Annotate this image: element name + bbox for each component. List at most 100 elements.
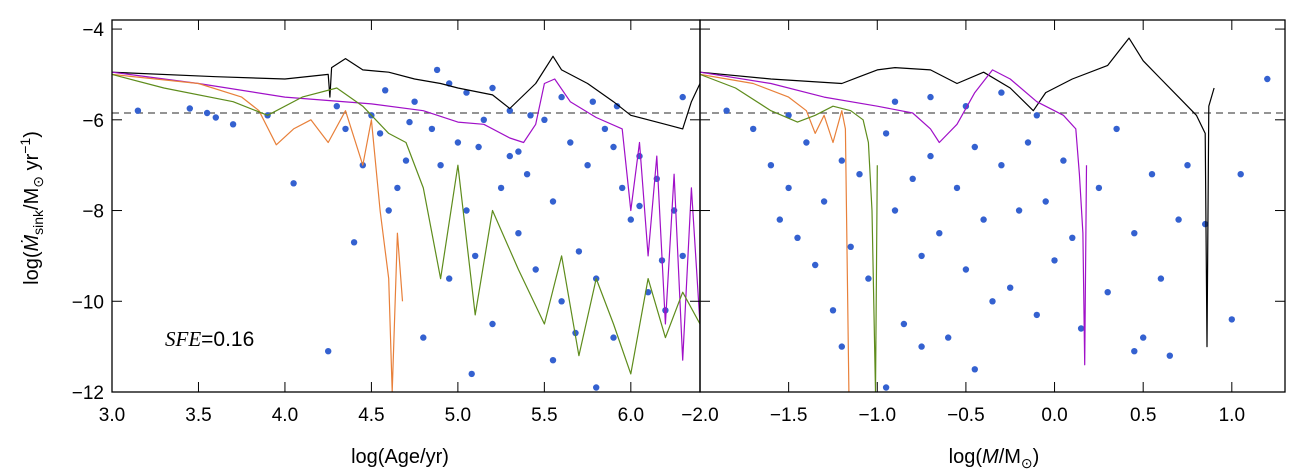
scatter-point bbox=[900, 320, 908, 328]
scatter-point bbox=[927, 93, 934, 101]
x-tick-label: 3.0 bbox=[99, 405, 125, 426]
scatter-point bbox=[1131, 230, 1138, 237]
scatter-point bbox=[1007, 284, 1014, 291]
plot-frame bbox=[699, 19, 1286, 393]
scatter-point bbox=[989, 298, 996, 305]
scatter-point bbox=[918, 252, 925, 260]
scatter-point bbox=[918, 343, 925, 350]
scatter-point bbox=[601, 125, 609, 133]
scatter-point bbox=[847, 243, 854, 250]
scatter-point bbox=[134, 107, 142, 114]
scatter-point bbox=[1148, 171, 1156, 178]
scatter-point bbox=[812, 261, 819, 269]
scatter-point bbox=[1060, 157, 1067, 164]
y-tick-label: −8 bbox=[82, 202, 104, 223]
scatter-point bbox=[468, 370, 475, 378]
scatter-point bbox=[446, 275, 453, 282]
scatter-point bbox=[1237, 171, 1244, 178]
series-line-sink-magenta bbox=[700, 69, 1088, 366]
scatter-point bbox=[475, 143, 482, 151]
scatter-point bbox=[927, 152, 934, 160]
x-tick-label: −2.0 bbox=[681, 405, 719, 426]
scatter-point bbox=[803, 139, 810, 146]
scatter-point bbox=[532, 266, 539, 273]
scatter-point bbox=[186, 105, 193, 112]
scatter-point bbox=[998, 89, 1005, 96]
scatter-point bbox=[506, 107, 513, 114]
scatter-point bbox=[342, 125, 349, 133]
scatter-point bbox=[1140, 334, 1147, 341]
x-axis-label-right: log(M/M⊙) bbox=[949, 446, 1040, 470]
scatter-point bbox=[333, 103, 340, 110]
scatter-point bbox=[497, 184, 505, 192]
scatter-point bbox=[1033, 112, 1041, 119]
scatter-point bbox=[506, 152, 513, 160]
scatter-point bbox=[971, 366, 978, 373]
scatter-point bbox=[515, 230, 522, 237]
x-axis-label-left: log(Age/yr) bbox=[351, 446, 449, 468]
scatter-point bbox=[1033, 311, 1041, 319]
scatter-point bbox=[750, 125, 757, 133]
scatter-point bbox=[406, 118, 413, 126]
scatter-point bbox=[820, 198, 828, 205]
scatter-point bbox=[610, 334, 617, 341]
x-tick-label: 0.0 bbox=[1041, 405, 1067, 426]
scatter-point bbox=[829, 307, 837, 314]
scatter-point bbox=[679, 252, 686, 260]
x-tick-label: −0.5 bbox=[947, 405, 985, 426]
scatter-point bbox=[838, 157, 845, 164]
scatter-point bbox=[865, 275, 872, 282]
scatter-point bbox=[376, 130, 384, 137]
scatter-point bbox=[575, 248, 583, 255]
scatter-point bbox=[1131, 348, 1138, 355]
scatter-point bbox=[394, 184, 401, 192]
scatter-point bbox=[411, 98, 418, 105]
scatter-point bbox=[891, 98, 899, 105]
scatter-point bbox=[489, 320, 496, 328]
scatter-point bbox=[1077, 325, 1085, 332]
scatter-point bbox=[325, 348, 332, 355]
scatter-point bbox=[515, 148, 522, 155]
scatter-point bbox=[1202, 220, 1209, 228]
scatter-point bbox=[402, 157, 410, 164]
scatter-point bbox=[420, 334, 427, 341]
right-panel: −2.0 −1.5 −1.0 −0.5 0.0 0.5 1.0 bbox=[681, 19, 1286, 426]
scatter-point bbox=[437, 162, 444, 169]
scatter-point bbox=[1069, 234, 1076, 241]
x-tick-label: 4.5 bbox=[358, 405, 384, 426]
scatter-point bbox=[636, 202, 643, 210]
scatter-point bbox=[212, 114, 219, 121]
series-line-sink-black bbox=[112, 55, 700, 130]
x-tick-label: 4.0 bbox=[272, 405, 298, 426]
scatter-point bbox=[567, 139, 574, 146]
scatter-point bbox=[549, 198, 557, 205]
scatter-point bbox=[838, 343, 845, 350]
scatter-point bbox=[589, 98, 596, 105]
scatter-point bbox=[723, 107, 730, 114]
scatter-point bbox=[1015, 207, 1023, 214]
series-line-sink-green bbox=[700, 73, 878, 392]
scatter-point bbox=[1175, 216, 1182, 223]
scatter-point bbox=[523, 171, 531, 178]
scatter-point bbox=[1264, 75, 1271, 83]
scatter-point bbox=[785, 112, 792, 119]
scatter-point bbox=[613, 103, 621, 110]
scatter-point bbox=[480, 116, 487, 124]
scatter-point bbox=[290, 180, 297, 187]
scatter-point bbox=[385, 207, 392, 214]
series-line-sink-green bbox=[112, 73, 700, 375]
x-tick-label: −1.5 bbox=[770, 405, 808, 426]
scatter-point bbox=[767, 162, 775, 169]
sfe-annotation: SFE=0.16 bbox=[165, 327, 254, 351]
scatter-point bbox=[856, 171, 863, 178]
scatter-point bbox=[203, 109, 211, 117]
scatter-point bbox=[971, 143, 978, 151]
scatter-point bbox=[489, 84, 496, 92]
scatter-point bbox=[1051, 257, 1058, 264]
scatter-point bbox=[909, 175, 916, 182]
x-tick-label: 6.0 bbox=[618, 405, 644, 426]
scatter-point bbox=[1228, 316, 1236, 323]
scatter-point bbox=[527, 112, 534, 119]
scatter-point bbox=[679, 93, 686, 101]
